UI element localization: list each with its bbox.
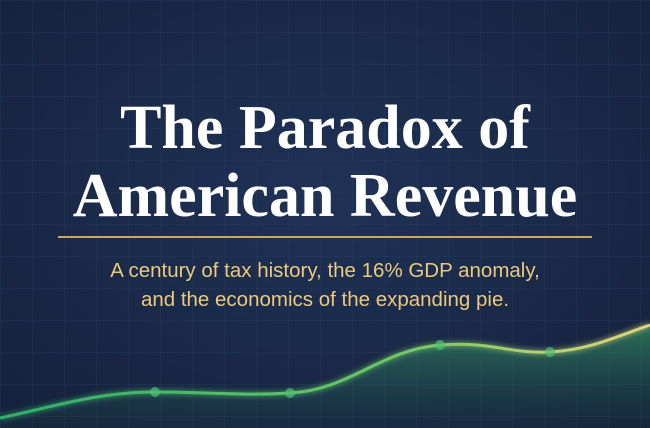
- title-line: American Revenue: [73, 162, 577, 230]
- subtitle-line: A century of tax history, the 16% GDP an…: [110, 259, 540, 282]
- decor-dots: [150, 340, 555, 398]
- subtitle-line: and the economics of the expanding pie.: [141, 288, 509, 311]
- decor-area: [0, 325, 650, 428]
- title-line: The Paradox of: [120, 94, 531, 162]
